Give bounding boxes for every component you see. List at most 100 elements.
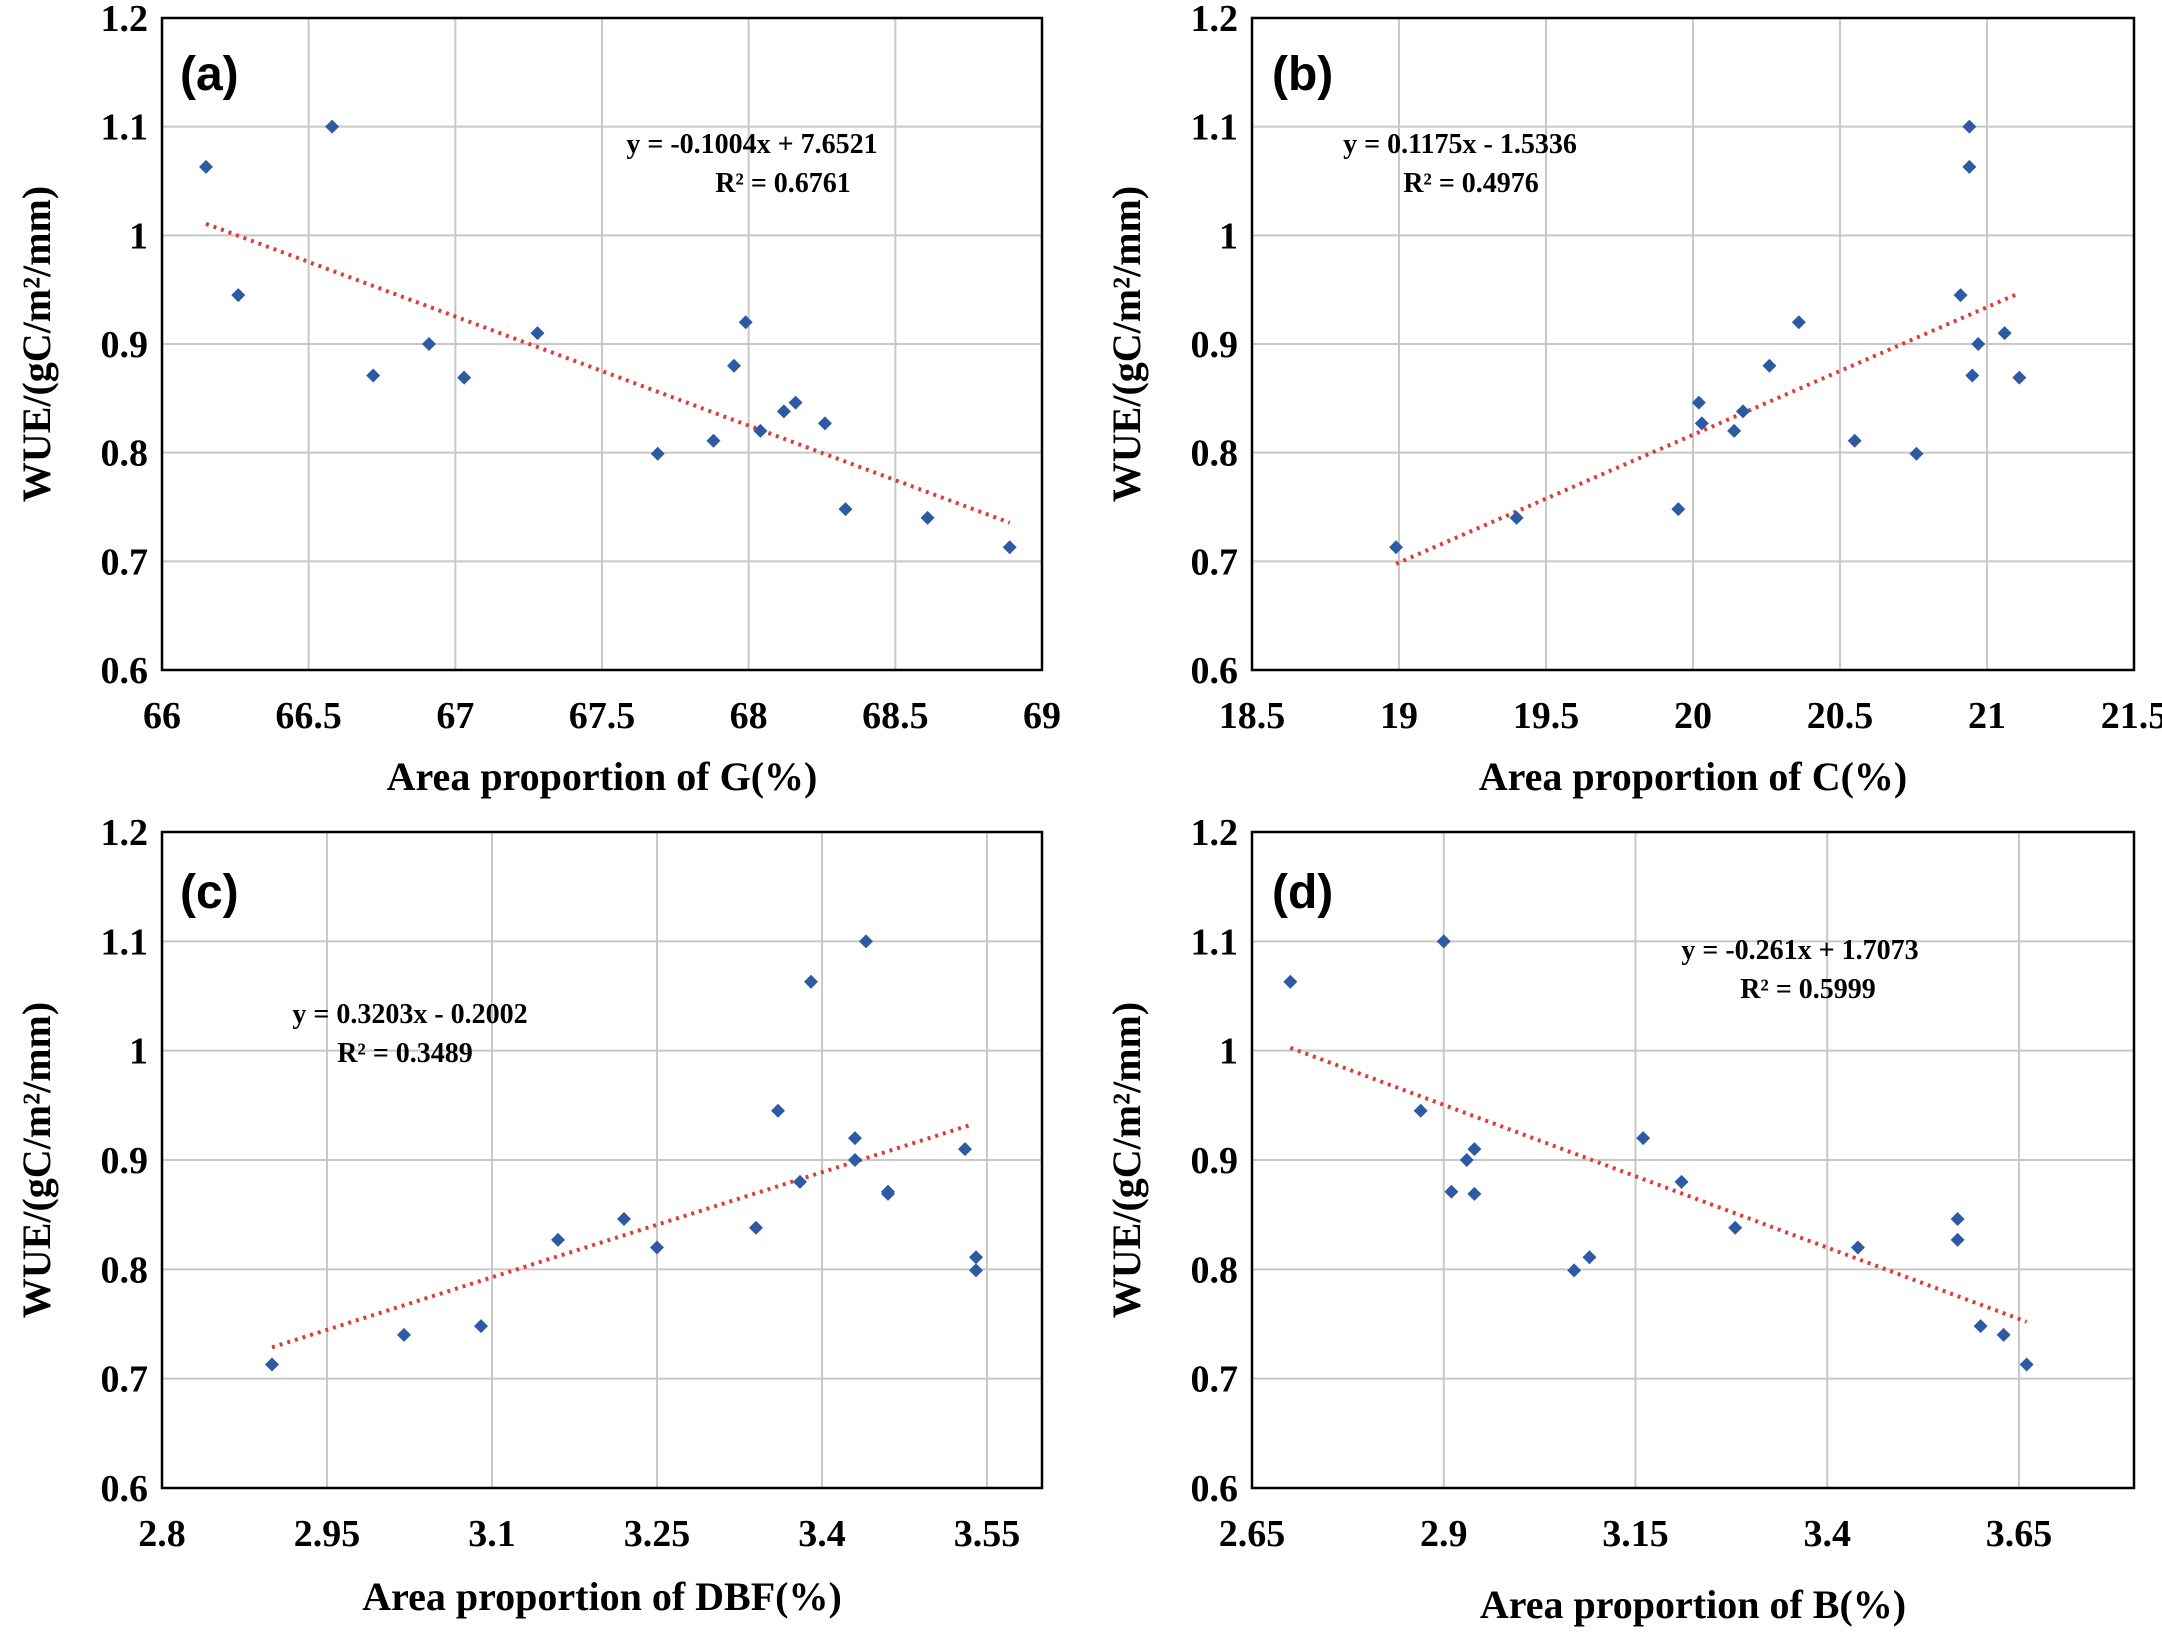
panel-d-data-point bbox=[1444, 1184, 1459, 1199]
panel-a-y-axis-title: WUE/(gC/m²/mm) bbox=[14, 186, 59, 502]
panel-a-data-point bbox=[838, 502, 853, 517]
panel-d-data-point bbox=[2019, 1357, 2034, 1372]
panel-a-ytick-label: 1.2 bbox=[101, 0, 149, 40]
panel-c-ytick-label: 1.1 bbox=[101, 921, 149, 963]
panel-a-data-point bbox=[776, 404, 791, 419]
panel-a-data-point bbox=[366, 368, 381, 383]
panel-d-plot-frame bbox=[1250, 830, 2136, 1490]
panel-a-xtick-label: 69 bbox=[1023, 695, 1061, 737]
panel-d-data-point bbox=[1413, 1103, 1428, 1118]
panel-c-trend-equation: y = 0.3203x - 0.2002 bbox=[292, 999, 527, 1030]
panel-a-ytick-label: 0.6 bbox=[101, 650, 149, 692]
panel-d-xtick-label: 2.9 bbox=[1420, 1513, 1468, 1555]
panel-d-data-point bbox=[1467, 1142, 1482, 1157]
panel-a-xtick-label: 68.5 bbox=[862, 695, 929, 737]
panel-b-data-point bbox=[1962, 119, 1977, 134]
panel-b-trendline bbox=[1395, 291, 2021, 566]
panel-b-ytick-label: 0.7 bbox=[1191, 541, 1239, 583]
panel-d-data-point bbox=[1973, 1319, 1988, 1334]
panel-d-ytick-label: 1.1 bbox=[1191, 921, 1239, 963]
panel-a-ytick-label: 1.1 bbox=[101, 107, 149, 149]
panel-b-data-point bbox=[1847, 433, 1862, 448]
panel-c-xtick-label: 3.1 bbox=[468, 1513, 516, 1555]
panel-b: 0.6 0.7 0.8 0.9 1 1.1 1.2 18.5 19 19.5 20 20.5 21 21.… bbox=[1104, 0, 2162, 799]
panel-c-trendline bbox=[271, 1123, 972, 1350]
panel-c-data-point bbox=[969, 1263, 983, 1278]
panel-b-plot-frame bbox=[1250, 16, 2136, 672]
panel-c-xtick-label: 3.55 bbox=[954, 1513, 1021, 1555]
panel-d-ytick-label: 0.8 bbox=[1191, 1249, 1239, 1291]
panel-a-data-point bbox=[753, 423, 768, 438]
panel-b-xtick-label: 19.5 bbox=[1513, 695, 1580, 737]
panel-c-xtick-label: 3.25 bbox=[624, 1513, 691, 1555]
panel-a-data-point bbox=[738, 315, 753, 330]
panel-a-data-point bbox=[706, 433, 721, 448]
panel-d-data-point bbox=[1467, 1186, 1482, 1201]
panel-b-data-point bbox=[1965, 368, 1980, 383]
panel-b-data-point bbox=[1389, 540, 1404, 555]
panel-b-x-axis-title: Area proportion of C(%) bbox=[1479, 754, 1907, 799]
panel-b-xtick-label: 20.5 bbox=[1807, 695, 1874, 737]
panel-d: 0.6 0.7 0.8 0.9 1 1.1 1.2 2.65 2.9 3.15 3.4 3.65 Are… bbox=[1104, 812, 2136, 1627]
panel-a-xtick-label: 68 bbox=[730, 695, 768, 737]
panel-d-xtick-label: 3.65 bbox=[1986, 1513, 2053, 1555]
panel-c-ytick-label: 0.7 bbox=[101, 1359, 149, 1401]
panel-d-data-point bbox=[1636, 1131, 1651, 1146]
panel-b-ytick-label: 1.2 bbox=[1191, 0, 1239, 40]
panel-d-label: (d) bbox=[1272, 866, 1333, 919]
panel-d-x-axis-title: Area proportion of B(%) bbox=[1480, 1582, 1906, 1627]
panel-a-data-point bbox=[650, 446, 665, 461]
panel-c-data-point bbox=[848, 1131, 862, 1146]
panel-c-r-squared: R² = 0.3489 bbox=[337, 1038, 473, 1069]
panel-a-label: (a) bbox=[180, 48, 239, 101]
panel-d-data-point bbox=[1567, 1263, 1582, 1278]
panel-a-data-point bbox=[325, 119, 340, 134]
panel-d-ytick-label: 1 bbox=[1219, 1031, 1238, 1073]
panel-a-trend-equation: y = -0.1004x + 7.6521 bbox=[626, 129, 877, 160]
panel-c-data-point bbox=[551, 1232, 565, 1247]
panel-a-xtick-label: 66 bbox=[143, 695, 181, 737]
panel-b-data-point bbox=[1735, 404, 1750, 419]
panel-c-data-point bbox=[958, 1142, 972, 1157]
panel-b-ytick-label: 1 bbox=[1219, 215, 1238, 257]
panel-c-ytick-label: 1.2 bbox=[101, 812, 149, 854]
panel-d-xtick-label: 2.65 bbox=[1219, 1513, 1286, 1555]
panel-c-data-point bbox=[848, 1153, 862, 1167]
panel-b-data-point bbox=[1953, 288, 1968, 303]
panel-b-data-point bbox=[1762, 358, 1777, 373]
panel-b-data-point bbox=[1691, 395, 1706, 410]
panel-d-trend-equation: y = -0.261x + 1.7073 bbox=[1681, 935, 1918, 966]
panel-c-plot-frame bbox=[160, 830, 1044, 1490]
panel-a-ytick-label: 1 bbox=[129, 215, 148, 257]
panel-c-data-point bbox=[881, 1186, 895, 1201]
panel-c-data-point bbox=[771, 1103, 785, 1118]
panel-c-data-point bbox=[617, 1212, 631, 1227]
panel-b-y-axis-title: WUE/(gC/m²/mm) bbox=[1104, 186, 1149, 502]
panel-b-label: (b) bbox=[1272, 48, 1333, 101]
panel-c-ytick-label: 0.9 bbox=[101, 1140, 149, 1182]
panel-d-data-point bbox=[1283, 974, 1298, 989]
panel-a-r-squared: R² = 0.6761 bbox=[715, 168, 851, 199]
panel-b-xtick-label: 19 bbox=[1380, 695, 1418, 737]
panel-a: 0.6 0.7 0.8 0.9 1 1.1 1.2 66 66.5 67 67.5 68 68.5 69 A… bbox=[14, 0, 1061, 799]
panel-d-data-point bbox=[1436, 934, 1451, 949]
panel-b-data-point bbox=[2012, 370, 2027, 385]
panel-d-data-point bbox=[1728, 1220, 1743, 1235]
panel-d-xtick-label: 3.15 bbox=[1602, 1513, 1669, 1555]
panel-d-ytick-label: 0.9 bbox=[1191, 1140, 1239, 1182]
panel-a-x-axis-title: Area proportion of G(%) bbox=[387, 754, 818, 799]
panel-c-ytick-label: 1 bbox=[129, 1031, 148, 1073]
panel-a-data-point bbox=[727, 358, 741, 373]
panel-b-data-point bbox=[1509, 510, 1524, 525]
panel-a-data-point bbox=[920, 510, 935, 525]
panel-b-data-point bbox=[1971, 337, 1986, 351]
panel-a-data-point bbox=[457, 370, 472, 385]
panel-b-data-point bbox=[1909, 446, 1924, 461]
panel-c-data-point bbox=[969, 1250, 983, 1265]
panel-b-data-point bbox=[1727, 423, 1742, 438]
panel-d-data-point bbox=[1459, 1153, 1474, 1167]
panel-a-data-point bbox=[817, 416, 832, 431]
panel-a-data-point bbox=[530, 326, 545, 341]
panel-d-data-point bbox=[1996, 1327, 2011, 1342]
